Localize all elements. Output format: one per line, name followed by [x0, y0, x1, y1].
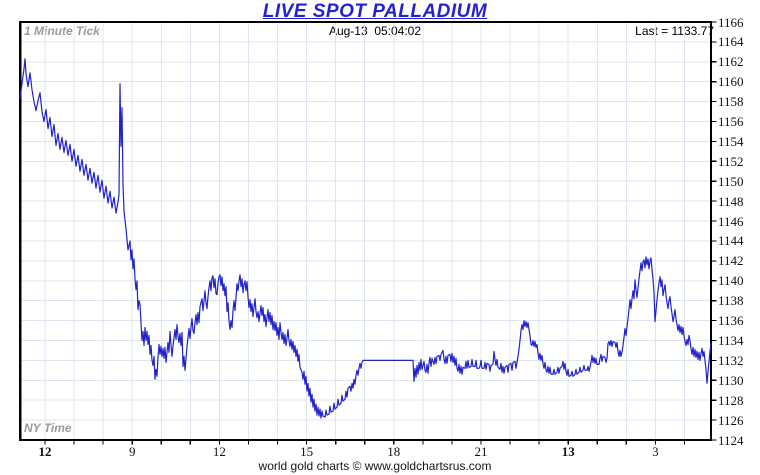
y-tick-label: 1158: [718, 94, 744, 110]
x-tick-label: 3: [652, 444, 659, 459]
y-tick-label: 1130: [718, 372, 744, 388]
x-tick-label: 12: [212, 444, 226, 459]
y-tick-label: 1154: [718, 133, 744, 149]
y-tick-label: 1156: [718, 114, 744, 130]
y-tick-label: 1142: [718, 253, 744, 269]
y-tick-label: 1148: [718, 193, 744, 209]
chart-title: LIVE SPOT PALLADIUM: [262, 1, 488, 22]
y-tick-label: 1160: [718, 74, 744, 90]
y-tick-label: 1140: [718, 273, 744, 289]
y-tick-label: 1134: [718, 332, 744, 348]
x-tick-label: 15: [300, 444, 314, 459]
y-tick-label: 1150: [718, 173, 744, 189]
x-tick-label: 12: [38, 444, 52, 459]
x-tick-label: 18: [387, 444, 401, 459]
y-tick-label: 1124: [718, 432, 744, 448]
x-tick-label: 9: [128, 444, 136, 459]
y-tick-label: 1128: [718, 392, 744, 408]
y-tick-label: 1144: [718, 233, 744, 249]
timezone-label: NY Time: [24, 421, 72, 435]
y-tick-label: 1146: [718, 213, 744, 229]
last-price-label: Last = 1133.77: [635, 24, 714, 38]
y-tick-label: 1136: [718, 313, 744, 329]
tick-interval-label: 1 Minute Tick: [24, 24, 100, 38]
chart-timestamp: Aug-13 05:04:02: [328, 24, 422, 38]
y-tick-label: 1138: [718, 293, 744, 309]
y-tick-label: 1132: [718, 352, 744, 368]
credit-line: world gold charts © www.goldchartsrus.co…: [258, 459, 492, 473]
y-tick-label: 1166: [718, 14, 744, 30]
x-tick-label: 13: [561, 444, 575, 459]
y-tick-label: 1162: [718, 54, 744, 70]
y-tick-label: 1152: [718, 153, 744, 169]
y-tick-label: 1164: [718, 34, 744, 50]
y-tick-label: 1126: [718, 412, 744, 428]
x-tick-label: 21: [474, 444, 488, 459]
